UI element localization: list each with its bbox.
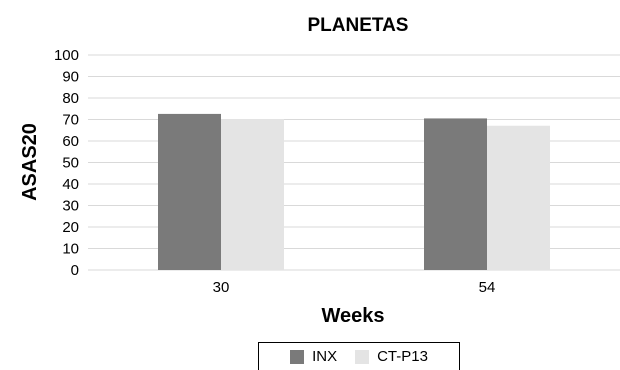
y-tick-label: 80 <box>62 90 79 107</box>
bars <box>158 113 550 270</box>
legend-swatch-ct-p13 <box>355 349 370 364</box>
y-tick-label: 50 <box>62 155 79 172</box>
y-tick-label: 100 <box>54 47 79 64</box>
legend-item-ct-p13: CT-P13 <box>355 348 428 365</box>
y-tick-label: 0 <box>71 262 79 279</box>
legend-swatch-inx <box>290 349 305 364</box>
y-tick-label: 60 <box>62 133 79 150</box>
y-tick-label: 90 <box>62 69 79 86</box>
y-tick-label: 30 <box>62 198 79 215</box>
bar-inx-week-54 <box>424 118 487 270</box>
x-axis-label: Weeks <box>321 305 384 327</box>
legend-label-ct-p13: CT-P13 <box>377 348 428 365</box>
y-tick-label: 40 <box>62 176 79 193</box>
legend-item-inx: INX <box>290 348 337 365</box>
chart-title: PLANETAS <box>308 15 409 36</box>
y-tick-label: 70 <box>62 112 79 129</box>
legend: INX CT-P13 <box>258 342 460 370</box>
legend-label-inx: INX <box>312 348 338 365</box>
bar-ct-p13-week-54 <box>487 125 550 270</box>
x-tick-label: 30 <box>213 279 230 296</box>
y-tick-label: 20 <box>62 219 79 236</box>
y-tick-labels: 0 10 20 30 40 50 60 70 80 90 100 <box>54 47 79 279</box>
x-tick-labels: 30 54 <box>213 279 496 296</box>
bar-inx-week-30 <box>158 113 221 270</box>
y-axis-label: ASAS20 <box>19 123 41 201</box>
bar-ct-p13-week-30 <box>221 119 284 270</box>
y-tick-label: 10 <box>62 241 79 258</box>
x-tick-label: 54 <box>479 279 496 296</box>
